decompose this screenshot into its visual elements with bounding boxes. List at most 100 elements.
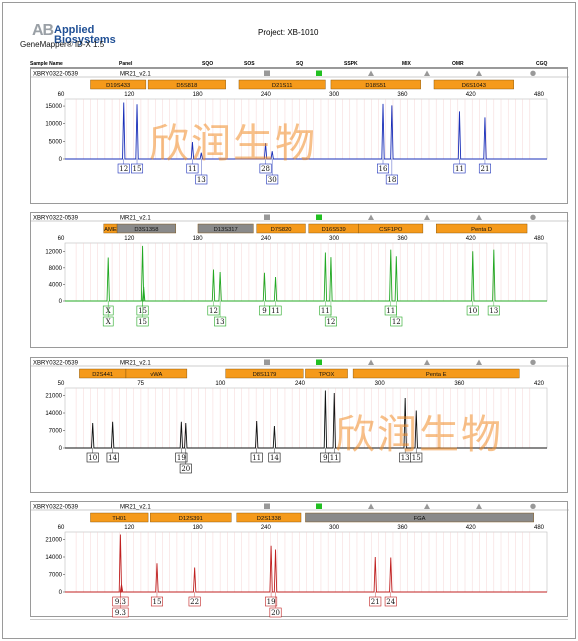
electropherogram-panel-red[interactable]: XBRY0322-0539 MR21_v2.1 TH01 D12S391 D2S1338… <box>30 501 569 618</box>
marker-bin <box>236 512 302 523</box>
x-tick-label: 420 <box>466 525 477 531</box>
electropherogram-panel-blue[interactable]: XBRY0322-0539 MR21_v2.1 D19S433 D5S818 D21S1… <box>30 68 569 204</box>
qc-triangle-icon <box>368 503 374 509</box>
marker-label: D8S1179 <box>253 372 277 378</box>
y-tick-label: 7000 <box>49 429 63 435</box>
allele-call-label: 15 <box>133 165 142 173</box>
allele-call-label: 9.3 <box>115 609 126 617</box>
marker-label: vWA <box>150 372 162 378</box>
allele-call-label: 21 <box>480 165 489 173</box>
col-sample-name[interactable]: Sample Name <box>30 61 63 67</box>
y-tick-label: 10000 <box>45 122 62 128</box>
qc-pass-square-icon <box>316 70 322 76</box>
allele-call-box <box>112 607 129 618</box>
allele-call-box <box>384 596 397 607</box>
col-panel[interactable]: Panel <box>119 61 133 67</box>
x-tick-label: 120 <box>124 92 135 98</box>
y-tick-label: 0 <box>59 590 63 596</box>
allele-call-label: 15 <box>412 454 421 462</box>
allele-call-label: 15 <box>138 318 147 326</box>
allele-call-box <box>250 452 263 463</box>
allele-call-box <box>188 596 201 607</box>
allele-call-label: 13 <box>216 318 225 326</box>
y-tick-label: 21000 <box>45 394 62 400</box>
x-tick-label: 240 <box>261 525 272 531</box>
col-sos[interactable]: SOS <box>244 61 255 67</box>
allele-call-box <box>453 163 466 174</box>
marker-bin <box>435 223 528 234</box>
marker-bin <box>256 223 306 234</box>
allele-call-label: 14 <box>108 454 117 462</box>
brand-line-1: Applied <box>54 24 95 36</box>
x-tick-label: 360 <box>454 381 465 387</box>
marker-label: D21S11 <box>272 83 293 89</box>
x-tick-label: 60 <box>58 236 65 242</box>
allele-call-label: 22 <box>190 598 199 606</box>
marker-label: AME <box>104 227 117 233</box>
y-tick-label: 0 <box>59 157 63 163</box>
allele-call-label: 11 <box>271 307 280 315</box>
trace-line <box>65 245 547 302</box>
app-version: GeneMapper® ID-X 1.5 <box>20 40 105 49</box>
marker-bin <box>125 368 188 379</box>
x-tick-label: 240 <box>295 381 306 387</box>
marker-bin <box>116 223 177 234</box>
sample-name: XBRY0322-0539 <box>33 72 79 78</box>
allele-call-box <box>150 596 163 607</box>
electropherogram-svg: XBRY0322-0539 MR21_v2.1 TH01 D12S391 D2S1338… <box>31 503 569 618</box>
allele-call-box <box>265 596 278 607</box>
allele-call-label: 15 <box>153 598 162 606</box>
y-tick-label: 0 <box>59 299 63 305</box>
allele-call-box <box>106 452 119 463</box>
watermark-text: 欣润生物 <box>335 412 503 458</box>
marker-label: D16S539 <box>322 227 346 233</box>
project-title: Project: XB-1010 <box>258 28 319 37</box>
electropherogram-panel-black[interactable]: XBRY0322-0539 MR21_v2.1 D2S441 vWA D8S1179 TP… <box>30 357 569 493</box>
y-tick-label: 5000 <box>49 139 63 145</box>
col-sspk[interactable]: SSPK <box>344 61 358 67</box>
marker-label: CSF1PO <box>379 227 403 233</box>
plot-frame <box>64 242 548 302</box>
col-omr[interactable]: OMR <box>452 61 464 67</box>
x-tick-label: 240 <box>261 236 272 242</box>
allele-call-box <box>136 316 149 327</box>
col-mix[interactable]: MIX <box>402 61 411 67</box>
allele-call-box <box>324 316 337 327</box>
marker-label: FGA <box>414 516 426 522</box>
marker-bin <box>150 512 232 523</box>
brand-line-2: Biosystems <box>54 34 116 46</box>
col-sqo[interactable]: SQO <box>202 61 214 67</box>
x-tick-label: 420 <box>534 381 545 387</box>
col-sq[interactable]: SQ <box>296 61 304 67</box>
col-cgq[interactable]: CGQ <box>536 61 548 67</box>
marker-label: D2S441 <box>92 372 113 378</box>
marker-label: D7S820 <box>271 227 292 233</box>
allele-call-box <box>102 316 114 327</box>
allele-call-label: 12 <box>326 318 335 326</box>
allele-call-label: 13 <box>401 454 410 462</box>
allele-call-label: 20 <box>181 465 190 473</box>
allele-call-box <box>86 452 99 463</box>
marker-bin <box>225 368 304 379</box>
allele-call-label: 14 <box>270 454 279 462</box>
x-tick-label: 50 <box>58 381 65 387</box>
marker-bin <box>305 512 534 523</box>
trace-line <box>65 534 547 593</box>
qc-gray-square-icon <box>264 214 270 220</box>
x-tick-label: 60 <box>58 92 65 98</box>
qc-circle-icon <box>530 70 536 76</box>
allele-call-box <box>410 452 423 463</box>
allele-call-box <box>478 163 491 174</box>
allele-call-box <box>390 316 403 327</box>
x-tick-label: 300 <box>329 236 340 242</box>
qc-triangle-icon <box>476 359 482 365</box>
panel-name: MR21_v2.1 <box>120 72 151 78</box>
sample-name: XBRY0322-0539 <box>33 505 79 511</box>
x-tick-label: 180 <box>193 236 204 242</box>
allele-call-label: 12 <box>392 318 401 326</box>
allele-call-box <box>175 452 188 463</box>
x-tick-label: 360 <box>397 525 408 531</box>
electropherogram-panel-green[interactable]: XBRY0322-0539 MR21_v2.1 AME D3S1358 D13S317 D… <box>30 212 569 348</box>
marker-bin <box>330 79 421 90</box>
plot-frame <box>64 531 548 593</box>
